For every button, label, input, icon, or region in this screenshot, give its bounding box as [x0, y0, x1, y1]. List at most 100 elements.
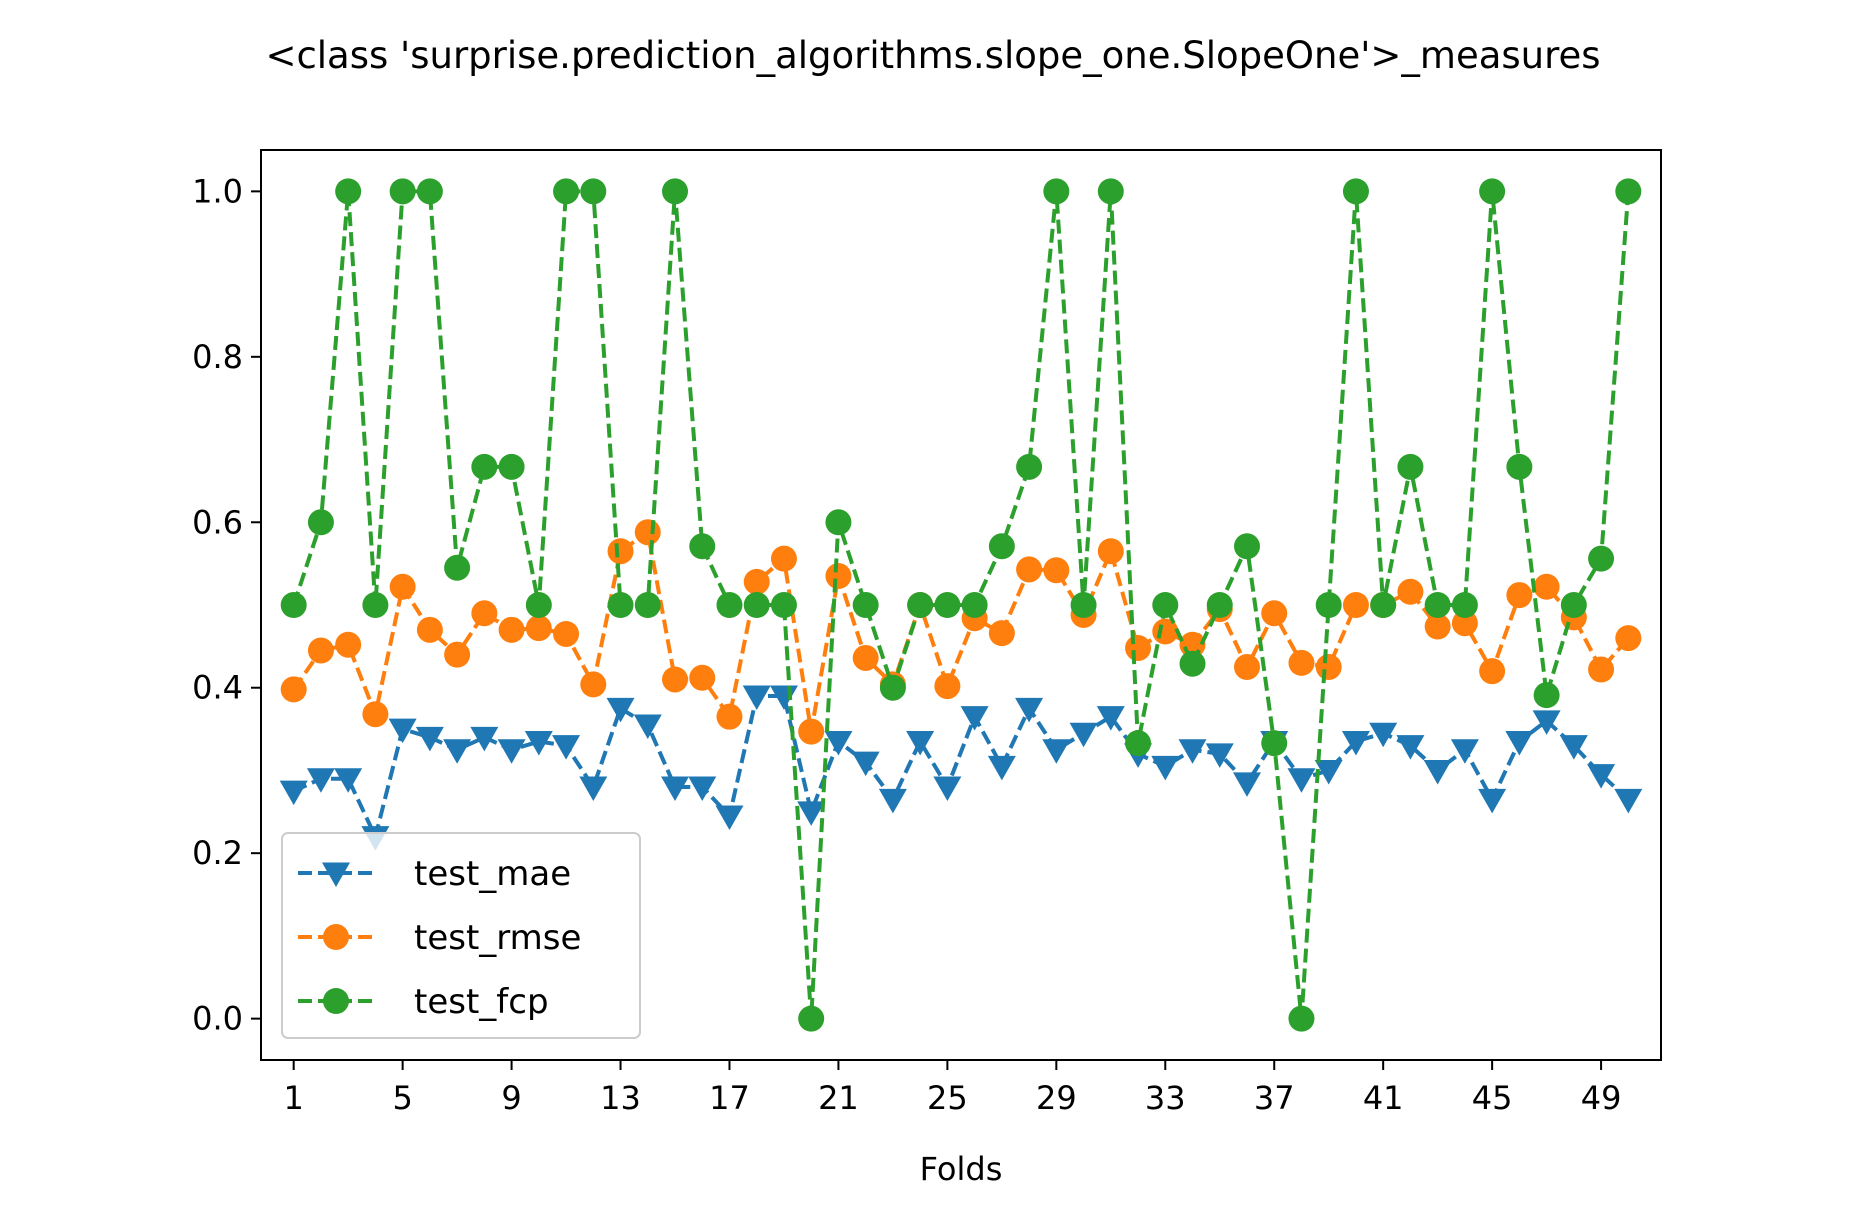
data-point-test_fcp [1533, 682, 1560, 709]
x-tick-label: 25 [927, 1079, 968, 1117]
data-point-test_fcp [1479, 178, 1506, 205]
data-point-test_fcp [280, 592, 307, 618]
data-point-test_mae [906, 731, 935, 756]
data-point-test_fcp [553, 178, 580, 205]
data-point-test_rmse [444, 641, 471, 668]
data-point-test_mae [933, 776, 962, 801]
data-point-test_mae [797, 801, 826, 826]
legend-marker [322, 862, 350, 887]
data-point-test_mae [1559, 735, 1588, 760]
data-point-test_fcp [1615, 178, 1642, 205]
x-tick-label: 49 [1581, 1079, 1622, 1117]
data-point-test_mae [1314, 759, 1343, 785]
data-point-test_fcp [1152, 592, 1179, 618]
data-point-test_mae [497, 739, 526, 764]
data-point-test_rmse [716, 703, 743, 730]
series-line-test_fcp [291, 189, 1631, 1021]
data-point-test_mae [1532, 710, 1561, 735]
x-tick-label: 21 [818, 1079, 859, 1117]
data-point-test_rmse [689, 664, 716, 691]
data-point-test_fcp [716, 592, 743, 618]
data-point-test_fcp [634, 592, 661, 618]
data-point-test_fcp [1424, 592, 1451, 618]
x-tick-label: 9 [501, 1079, 521, 1117]
data-point-test_mae [1614, 788, 1643, 814]
data-point-test_fcp [1043, 178, 1070, 205]
legend: test_mae test_rmse test_fcp [281, 832, 641, 1039]
data-point-test_fcp [798, 1005, 825, 1032]
legend-label: test_mae [414, 854, 571, 894]
data-point-test_rmse [389, 573, 416, 600]
data-point-test_mae [1015, 697, 1044, 723]
y-tick-label: 0.0 [192, 1000, 243, 1038]
data-point-test_fcp [525, 592, 552, 618]
legend-label: test_fcp [414, 982, 549, 1022]
y-tick-label: 0.6 [192, 503, 243, 541]
plot-area [279, 178, 1643, 1032]
data-point-test_mae [688, 776, 717, 801]
data-point-test_fcp [1179, 650, 1206, 677]
data-point-test_mae [987, 755, 1016, 781]
data-point-test_rmse [1125, 635, 1152, 662]
data-point-test_rmse [335, 631, 362, 658]
data-point-test_mae [388, 718, 417, 744]
plot-frame [260, 149, 1662, 1061]
data-point-test_rmse [1397, 578, 1424, 605]
legend-marker [323, 988, 349, 1014]
data-point-test_rmse [416, 616, 443, 643]
data-point-test_mae [1205, 743, 1234, 768]
data-point-test_mae [279, 780, 308, 806]
data-point-test_fcp [988, 533, 1015, 560]
data-point-test_mae [661, 776, 690, 801]
x-tick-label: 45 [1472, 1079, 1513, 1117]
x-tick-label: 13 [600, 1079, 641, 1117]
data-point-test_fcp [934, 592, 961, 618]
data-point-test_fcp [1206, 592, 1233, 618]
y-tick-label: 1.0 [192, 172, 243, 210]
data-point-test_fcp [1097, 178, 1124, 205]
data-point-test_mae [1505, 731, 1534, 756]
data-point-test_mae [1042, 739, 1071, 764]
data-point-test_fcp [607, 592, 634, 618]
data-point-test_rmse [471, 600, 498, 627]
data-point-test_mae [1096, 706, 1125, 731]
data-point-test_rmse [1261, 600, 1288, 627]
legend-item-test_mae: test_mae [298, 854, 571, 894]
data-point-test_mae [633, 714, 662, 739]
data-point-test_fcp [689, 533, 716, 560]
data-point-test_fcp [1342, 178, 1369, 205]
data-point-test_rmse [770, 545, 797, 572]
data-point-test_mae [552, 735, 581, 760]
data-point-test_rmse [1342, 592, 1369, 618]
data-point-test_fcp [1233, 533, 1260, 560]
data-point-test_rmse [1016, 556, 1043, 583]
data-point-test_fcp [335, 178, 362, 205]
data-point-test_fcp [1588, 545, 1615, 572]
data-point-test_rmse [1288, 649, 1315, 676]
data-point-test_mae [1232, 772, 1261, 797]
data-point-test_rmse [1315, 654, 1342, 681]
data-point-test_rmse [498, 616, 525, 643]
data-point-test_rmse [825, 563, 852, 590]
data-point-test_mae [1069, 722, 1098, 748]
data-point-test_fcp [416, 178, 443, 205]
data-point-test_rmse [1506, 582, 1533, 609]
data-point-test_mae [606, 697, 635, 723]
data-point-test_fcp [879, 674, 906, 701]
data-point-test_mae [1341, 731, 1370, 756]
legend-item-test_rmse: test_rmse [298, 918, 581, 958]
data-point-test_fcp [498, 453, 525, 480]
data-point-test_fcp [389, 178, 416, 205]
data-point-test_mae [443, 739, 472, 764]
x-tick-label: 29 [1036, 1079, 1077, 1117]
data-point-test_fcp [1070, 592, 1097, 618]
x-axis-label: Folds [920, 1150, 1003, 1188]
data-point-test_fcp [307, 509, 334, 536]
data-point-test_rmse [1424, 613, 1451, 640]
x-tick-label: 41 [1363, 1079, 1404, 1117]
data-point-test_mae [1450, 739, 1479, 764]
data-point-test_rmse [553, 620, 580, 647]
y-tick-label: 0.4 [192, 669, 243, 707]
data-point-test_mae [1287, 768, 1316, 793]
